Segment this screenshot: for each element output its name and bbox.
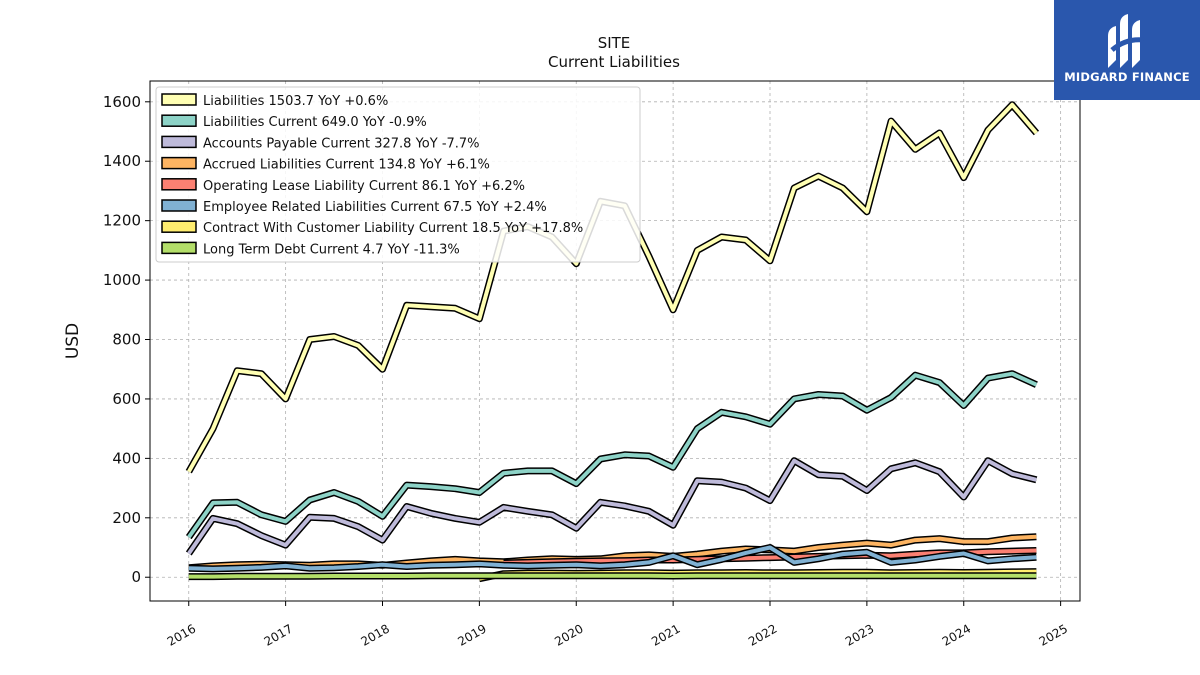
legend-item: Contract With Customer Liability Current… <box>161 220 583 236</box>
x-tick-label: 2022 <box>746 621 779 648</box>
legend-label: Long Term Debt Current 4.7 YoY -11.3% <box>203 242 460 257</box>
series-stroke <box>187 371 1038 539</box>
legend-item: Employee Related Liabilities Current 67.… <box>161 199 547 215</box>
y-tick-label: 1200 <box>103 212 141 230</box>
x-tick-label: 2019 <box>455 621 488 648</box>
legend-swatch <box>161 93 197 106</box>
y-tick-label: 1600 <box>103 93 141 111</box>
legend-swatch <box>161 135 197 149</box>
legend-label: Liabilities 1503.7 YoY +0.6% <box>203 94 388 109</box>
legend-swatch <box>161 241 197 255</box>
series-line-1 <box>185 370 1038 540</box>
legend-item: Accounts Payable Current 327.8 YoY -7.7% <box>161 135 480 151</box>
x-tick-label: 2025 <box>1037 621 1070 648</box>
y-axis-label: USD <box>63 323 83 359</box>
legend-label: Accounts Payable Current 327.8 YoY -7.7% <box>203 136 480 151</box>
x-tick-label: 2021 <box>649 621 682 648</box>
legend-swatch <box>161 220 197 233</box>
legend-item: Long Term Debt Current 4.7 YoY -11.3% <box>161 241 460 257</box>
legend-swatch <box>161 114 197 127</box>
legend-label: Accrued Liabilities Current 134.8 YoY +6… <box>203 158 490 173</box>
legend-item: Operating Lease Liability Current 86.1 Y… <box>161 178 525 194</box>
plot-frame <box>149 80 1081 602</box>
legend-label: Liabilities Current 649.0 YoY -0.9% <box>203 115 427 130</box>
series-stroke <box>188 545 1037 571</box>
series-line-7 <box>188 572 1037 581</box>
legend-swatch <box>161 178 197 191</box>
y-tick-label: 200 <box>112 509 141 527</box>
series-line-5 <box>188 544 1037 573</box>
chart-subtitle: Current Liabilities <box>548 53 680 71</box>
x-axis-ticks: 2016 2017 2018 2019 2020 2021 2022 2023 2024 2025 <box>165 601 1070 649</box>
legend-swatch <box>161 156 197 170</box>
x-tick-label: 2016 <box>165 621 198 648</box>
x-tick-label: 2020 <box>552 621 585 648</box>
y-tick-label: 800 <box>112 331 141 349</box>
brand-logo: MIDGARD FINANCE <box>1054 0 1200 100</box>
y-tick-label: 600 <box>112 390 141 408</box>
legend-item: Accrued Liabilities Current 134.8 YoY +6… <box>161 156 490 173</box>
y-tick-label: 0 <box>131 568 141 586</box>
x-tick-label: 2018 <box>359 621 392 648</box>
y-tick-label: 1400 <box>103 152 141 170</box>
legend-item: Liabilities Current 649.0 YoY -0.9% <box>161 114 427 130</box>
y-tick-label: 1000 <box>103 271 141 289</box>
x-tick-label: 2024 <box>940 621 973 648</box>
series-line-2 <box>185 457 1038 556</box>
legend-label: Employee Related Liabilities Current 67.… <box>203 200 547 215</box>
x-tick-label: 2017 <box>262 621 295 648</box>
series-stroke <box>187 458 1037 555</box>
midgard-m-logo-icon <box>1108 14 1145 68</box>
series-stroke <box>188 573 1037 579</box>
legend-item: Liabilities 1503.7 YoY +0.6% <box>161 93 388 109</box>
legend-swatch <box>161 199 197 212</box>
chart-title: SITE <box>598 34 631 52</box>
y-axis-ticks: 0 200 400 600 800 1000 1200 1400 1600 <box>103 93 150 586</box>
brand-name: MIDGARD FINANCE <box>1064 70 1190 84</box>
y-tick-label: 400 <box>112 449 141 467</box>
x-tick-label: 2023 <box>843 621 876 648</box>
legend-label: Operating Lease Liability Current 86.1 Y… <box>203 179 525 194</box>
legend-label: Contract With Customer Liability Current… <box>203 221 583 236</box>
legend: Liabilities 1503.7 YoY +0.6% Liabilities … <box>155 86 641 263</box>
legend-box <box>155 86 641 263</box>
